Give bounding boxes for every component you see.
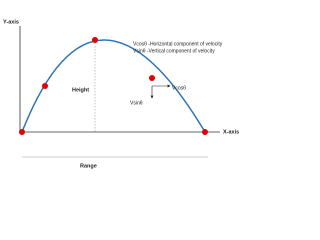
height-label: Height xyxy=(72,87,89,93)
vcos-label: Vcosθ xyxy=(172,85,186,91)
x-axis-label: X-axis xyxy=(223,129,239,135)
legend-line: Vsinθ -Vertical component of velocity xyxy=(133,48,215,54)
point xyxy=(92,37,98,43)
point xyxy=(19,129,25,135)
projectile-diagram: Y-axis X-axis Height Vcosθ -Horizontal c… xyxy=(3,19,239,169)
page: {"axes": {"y": "Y-axis", "x": "X-axis"},… xyxy=(3,19,240,170)
legend-line: Vcosθ -Horizontal component of velocity xyxy=(133,41,223,47)
point xyxy=(42,83,48,89)
points xyxy=(19,37,208,135)
point xyxy=(149,75,155,81)
y-axis-label: Y-axis xyxy=(3,19,19,25)
range-label: Range xyxy=(80,163,97,169)
vsin-label: Vsinθ xyxy=(130,100,143,106)
trajectory xyxy=(21,39,206,133)
point xyxy=(202,129,208,135)
